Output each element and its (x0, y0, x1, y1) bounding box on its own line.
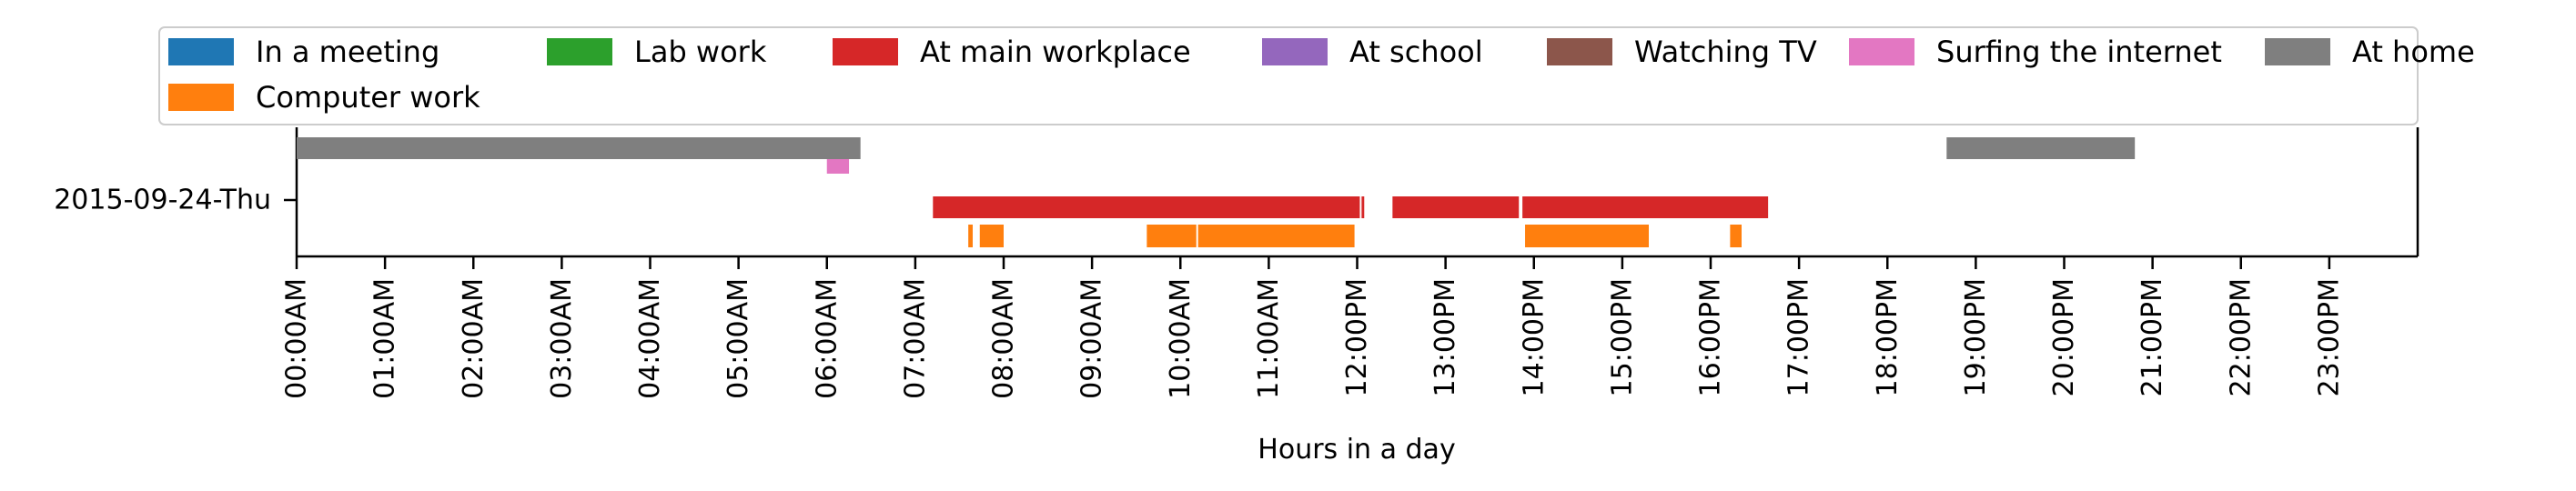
legend-swatch (2265, 38, 2330, 65)
x-tick-label: 13:00PM (1429, 278, 1461, 396)
legend-label: Lab work (634, 35, 767, 69)
x-tick-label: 16:00PM (1695, 278, 1727, 396)
y-ticks: 2015-09-24-Thu (54, 185, 297, 216)
bar-at-main-workplace (933, 196, 1360, 218)
legend-label: Watching TV (1634, 35, 1817, 69)
bar-computer-work (979, 225, 1004, 247)
bar-computer-work (1730, 225, 1742, 247)
x-tick-label: 20:00PM (2048, 278, 2080, 396)
bar-computer-work (1147, 225, 1197, 247)
legend: In a meeting Computer work Lab work At main… (158, 26, 2475, 125)
x-tick-label: 04:00AM (634, 278, 666, 399)
bar-at-home (1946, 137, 2136, 159)
bar-at-main-workplace (1522, 196, 1769, 218)
bar-surfing-the-internet (826, 159, 850, 174)
x-tick-label: 07:00AM (899, 278, 931, 399)
bar-computer-work (1197, 225, 1355, 247)
x-tick-label: 23:00PM (2313, 278, 2345, 396)
x-tick-label: 08:00AM (988, 278, 1020, 399)
x-tick-label: 18:00PM (1872, 278, 1904, 396)
legend-label: At main workplace (920, 35, 1191, 69)
legend-swatch (547, 38, 612, 65)
bar-at-home (297, 137, 861, 159)
bar-at-main-workplace (1361, 196, 1365, 218)
legend-label: In a meeting (256, 35, 439, 69)
x-tick-label: 05:00AM (722, 278, 754, 399)
legend-swatch (1262, 38, 1328, 65)
x-tick-label: 12:00PM (1341, 278, 1373, 396)
x-tick-label: 06:00AM (811, 278, 843, 399)
x-ticks: 00:00AM 01:00AM 02:00AM 03:00AM 04:00AM 05:00… (281, 256, 2345, 399)
legend-swatch (833, 38, 898, 65)
legend-label: Computer work (256, 80, 480, 115)
x-tick-label: 15:00PM (1606, 278, 1638, 396)
x-tick-label: 00:00AM (281, 278, 313, 399)
x-tick-label: 14:00PM (1518, 278, 1550, 396)
x-tick-label: 19:00PM (1960, 278, 1992, 396)
y-tick-label: 2015-09-24-Thu (54, 185, 271, 216)
x-tick-label: 11:00AM (1253, 278, 1285, 399)
legend-label: At school (1349, 35, 1483, 69)
legend-swatch (1849, 38, 1914, 65)
legend-label: Surfing the internet (1936, 35, 2222, 69)
x-tick-label: 17:00PM (1783, 278, 1815, 396)
legend-swatch (168, 38, 234, 65)
bars-layer (297, 137, 2136, 247)
x-tick-label: 22:00PM (2225, 278, 2257, 396)
x-tick-label: 02:00AM (458, 278, 490, 399)
legend-swatch (168, 84, 234, 111)
x-tick-label: 03:00AM (546, 278, 578, 399)
legend-label: At home (2352, 35, 2475, 69)
x-tick-label: 21:00PM (2137, 278, 2168, 396)
bar-computer-work (1525, 225, 1650, 247)
legend-swatch (1547, 38, 1612, 65)
x-tick-label: 10:00AM (1165, 278, 1197, 399)
bar-computer-work (968, 225, 974, 247)
x-axis-title: Hours in a day (1258, 434, 1455, 466)
bar-at-main-workplace (1392, 196, 1520, 218)
x-tick-label: 09:00AM (1076, 278, 1108, 399)
x-tick-label: 01:00AM (369, 278, 401, 399)
